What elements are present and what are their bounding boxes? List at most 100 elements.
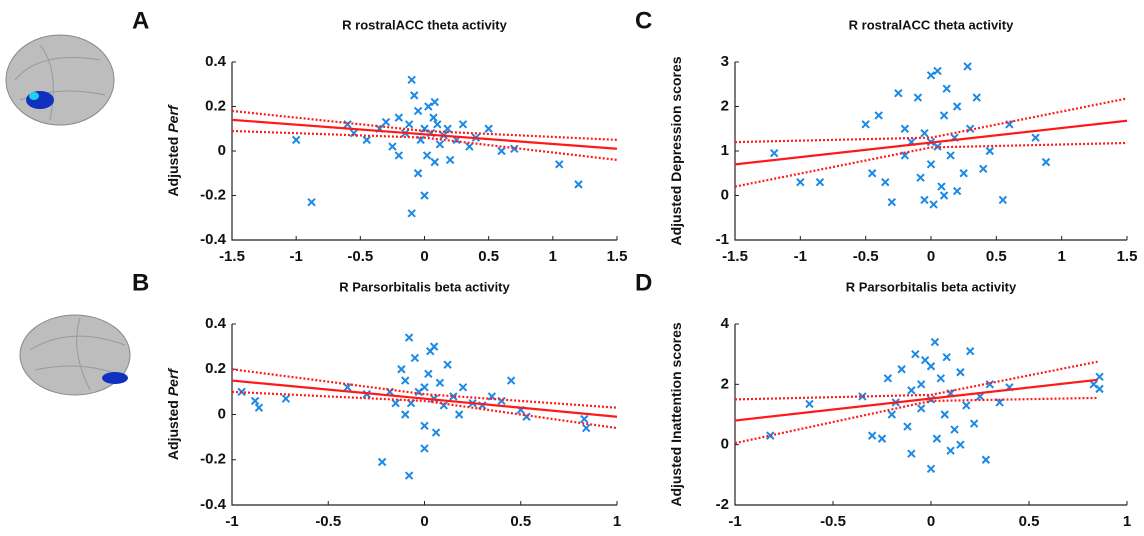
point bbox=[887, 410, 897, 419]
point bbox=[420, 191, 429, 200]
point bbox=[956, 368, 965, 377]
panel-label: C bbox=[635, 7, 652, 34]
x-tick-label: 0.5 bbox=[478, 248, 499, 265]
point bbox=[956, 440, 965, 449]
point bbox=[900, 124, 910, 133]
ci-upper bbox=[231, 109, 618, 141]
point bbox=[907, 449, 916, 458]
panel: D R Parsorbitalis beta activity Adjusted I… bbox=[635, 269, 1131, 530]
x-tick-label: 1 bbox=[1123, 513, 1131, 530]
y-tick-label: 0 bbox=[721, 186, 729, 203]
point bbox=[959, 169, 968, 178]
x-tick-label: 1.5 bbox=[607, 248, 628, 265]
point bbox=[933, 142, 942, 151]
point bbox=[391, 398, 400, 408]
point bbox=[979, 164, 988, 174]
x-tick-label: -1 bbox=[225, 513, 238, 530]
point bbox=[903, 422, 912, 431]
point bbox=[1031, 133, 1040, 142]
point bbox=[420, 444, 429, 453]
x-tick-label: -1 bbox=[289, 248, 302, 265]
point bbox=[445, 155, 455, 165]
point bbox=[995, 398, 1004, 407]
point bbox=[942, 84, 951, 93]
point bbox=[420, 124, 429, 133]
point bbox=[407, 75, 416, 85]
y-label-text: Adjusted bbox=[165, 137, 181, 197]
point bbox=[487, 392, 497, 401]
fit-line bbox=[231, 118, 618, 150]
y-tick-label: -1 bbox=[716, 231, 729, 248]
point bbox=[401, 376, 410, 385]
point bbox=[449, 392, 458, 401]
point bbox=[458, 383, 468, 392]
point bbox=[916, 380, 926, 389]
point bbox=[920, 355, 930, 365]
x-tick-label: 1 bbox=[613, 513, 621, 530]
point bbox=[930, 337, 940, 347]
x-tick-label: 1.5 bbox=[1117, 248, 1138, 265]
x-tick-label: -1 bbox=[794, 248, 807, 265]
panel-label: A bbox=[132, 7, 149, 34]
axes bbox=[734, 62, 1127, 241]
point bbox=[381, 117, 391, 127]
y-tick-label: -2 bbox=[716, 496, 729, 513]
point bbox=[946, 151, 955, 160]
x-tick-label: 0.5 bbox=[510, 513, 531, 530]
y-tick-label: 2 bbox=[721, 97, 729, 114]
point bbox=[936, 374, 946, 383]
point bbox=[574, 180, 583, 189]
point bbox=[580, 414, 589, 424]
point bbox=[443, 360, 452, 369]
panel: A R rostralACC theta activity Adjusted Perf… bbox=[132, 7, 627, 265]
point bbox=[926, 464, 936, 474]
chart-title: R Parsorbitalis beta activity bbox=[846, 279, 1017, 294]
point bbox=[555, 160, 564, 169]
x-tick-label: -0.5 bbox=[347, 248, 373, 265]
point bbox=[962, 401, 971, 410]
fit-line bbox=[734, 119, 1128, 166]
point bbox=[877, 434, 887, 443]
point bbox=[433, 120, 442, 129]
point bbox=[420, 421, 429, 431]
point bbox=[940, 410, 949, 419]
point bbox=[410, 353, 420, 363]
point bbox=[443, 124, 452, 133]
point bbox=[484, 124, 493, 133]
y-label-italic: Perf bbox=[165, 368, 181, 397]
point bbox=[939, 111, 949, 120]
y-tick-label: 0 bbox=[218, 405, 226, 422]
point bbox=[861, 120, 870, 129]
point bbox=[867, 169, 877, 178]
y-tick-label: -0.4 bbox=[200, 496, 227, 513]
x-tick-label: -0.5 bbox=[853, 248, 879, 265]
x-tick-label: 1 bbox=[549, 248, 557, 265]
point bbox=[506, 376, 516, 385]
point bbox=[946, 446, 955, 455]
point bbox=[404, 333, 414, 342]
ci-lower bbox=[231, 390, 618, 430]
x-tick-label: -1.5 bbox=[722, 248, 748, 265]
point bbox=[362, 135, 371, 145]
point bbox=[416, 135, 425, 145]
point bbox=[429, 113, 438, 122]
point bbox=[916, 404, 926, 413]
point bbox=[413, 106, 423, 116]
y-axis-label: Adjusted Inattention scores bbox=[668, 322, 684, 507]
x-tick-label: -0.5 bbox=[820, 513, 846, 530]
point bbox=[397, 365, 406, 374]
point bbox=[431, 428, 441, 437]
point bbox=[404, 120, 414, 129]
y-tick-label: 4 bbox=[721, 315, 730, 332]
axes bbox=[231, 324, 617, 506]
point bbox=[307, 197, 316, 207]
axes bbox=[734, 324, 1127, 506]
point bbox=[887, 197, 897, 207]
point bbox=[911, 349, 920, 359]
ci-lower bbox=[231, 129, 618, 161]
point bbox=[581, 423, 591, 433]
y-tick-label: 0 bbox=[218, 142, 226, 159]
y-tick-label: 0.4 bbox=[205, 315, 227, 332]
y-tick-label: -0.2 bbox=[200, 186, 226, 203]
